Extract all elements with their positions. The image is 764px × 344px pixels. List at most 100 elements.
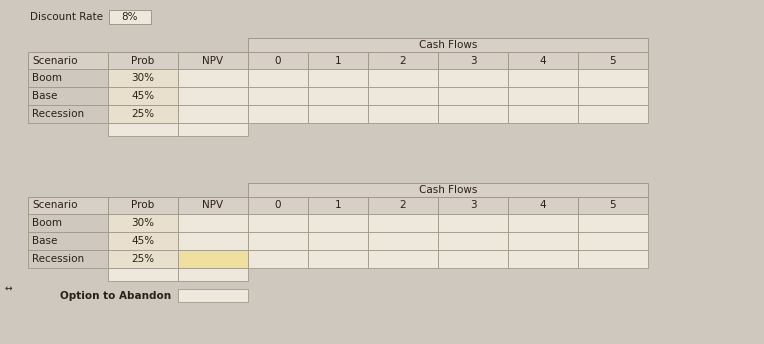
Text: 4: 4 [539, 201, 546, 211]
Bar [578, 52, 648, 69]
Bar [108, 250, 178, 268]
Bar [368, 52, 438, 69]
Text: 1: 1 [335, 55, 342, 65]
Bar [578, 69, 648, 87]
Bar [308, 69, 368, 87]
Bar [108, 268, 178, 281]
Text: Scenario: Scenario [32, 55, 77, 65]
Bar [178, 87, 248, 105]
Bar [28, 87, 108, 105]
Bar [308, 52, 368, 69]
Bar [508, 214, 578, 232]
Bar [578, 197, 648, 214]
Bar [368, 250, 438, 268]
Bar [178, 289, 248, 302]
Bar [508, 197, 578, 214]
Text: 45%: 45% [131, 236, 154, 246]
Text: 5: 5 [610, 201, 617, 211]
Text: NPV: NPV [202, 201, 224, 211]
Bar [108, 52, 178, 69]
Bar [248, 105, 308, 123]
Bar [108, 232, 178, 250]
Bar [28, 52, 108, 69]
Bar [178, 105, 248, 123]
Bar [248, 69, 308, 87]
Text: ↔: ↔ [5, 283, 11, 292]
Text: 8%: 8% [121, 12, 138, 22]
Bar [508, 52, 578, 69]
Bar [28, 105, 108, 123]
Bar [108, 87, 178, 105]
Bar [178, 250, 248, 268]
Bar [109, 10, 151, 24]
Text: 25%: 25% [131, 254, 154, 264]
Bar [438, 52, 508, 69]
Text: 30%: 30% [131, 73, 154, 83]
Bar [248, 197, 308, 214]
Bar [28, 232, 108, 250]
Text: NPV: NPV [202, 55, 224, 65]
Bar [438, 105, 508, 123]
Text: Prob: Prob [131, 55, 154, 65]
Bar [508, 87, 578, 105]
Bar [508, 69, 578, 87]
Text: 25%: 25% [131, 109, 154, 119]
Text: Option to Abandon: Option to Abandon [60, 291, 171, 301]
Text: 3: 3 [470, 55, 476, 65]
Text: 0: 0 [275, 55, 281, 65]
Text: Boom: Boom [32, 73, 62, 83]
Bar [28, 197, 108, 214]
Text: Discount Rate: Discount Rate [30, 12, 103, 22]
Bar [108, 197, 178, 214]
Bar [438, 87, 508, 105]
Text: 2: 2 [400, 201, 406, 211]
Bar [108, 123, 178, 136]
Bar [578, 105, 648, 123]
Bar [248, 250, 308, 268]
Bar [578, 214, 648, 232]
Bar [248, 183, 648, 197]
Bar [368, 197, 438, 214]
Text: 0: 0 [275, 201, 281, 211]
Bar [508, 105, 578, 123]
Text: Prob: Prob [131, 201, 154, 211]
Text: 3: 3 [470, 201, 476, 211]
Text: Scenario: Scenario [32, 201, 77, 211]
Bar [28, 250, 108, 268]
Bar [438, 69, 508, 87]
Bar [308, 87, 368, 105]
Bar [368, 105, 438, 123]
Bar [108, 105, 178, 123]
Bar [308, 232, 368, 250]
Bar [368, 214, 438, 232]
Bar [578, 232, 648, 250]
Text: Cash Flows: Cash Flows [419, 185, 478, 195]
Bar [508, 232, 578, 250]
Bar [248, 52, 308, 69]
Bar [28, 214, 108, 232]
Bar [308, 250, 368, 268]
Text: Boom: Boom [32, 218, 62, 228]
Bar [438, 250, 508, 268]
Bar [308, 105, 368, 123]
Bar [248, 38, 648, 52]
Bar [438, 232, 508, 250]
Bar [178, 69, 248, 87]
Bar [178, 123, 248, 136]
Bar [308, 197, 368, 214]
Bar [308, 214, 368, 232]
Bar [438, 197, 508, 214]
Text: 30%: 30% [131, 218, 154, 228]
Bar [178, 232, 248, 250]
Bar [578, 250, 648, 268]
Bar [368, 69, 438, 87]
Bar [508, 250, 578, 268]
Bar [368, 87, 438, 105]
Text: Recession: Recession [32, 254, 84, 264]
Bar [178, 268, 248, 281]
Bar [368, 232, 438, 250]
Bar [178, 214, 248, 232]
Bar [578, 87, 648, 105]
Bar [28, 69, 108, 87]
Text: Cash Flows: Cash Flows [419, 40, 478, 50]
